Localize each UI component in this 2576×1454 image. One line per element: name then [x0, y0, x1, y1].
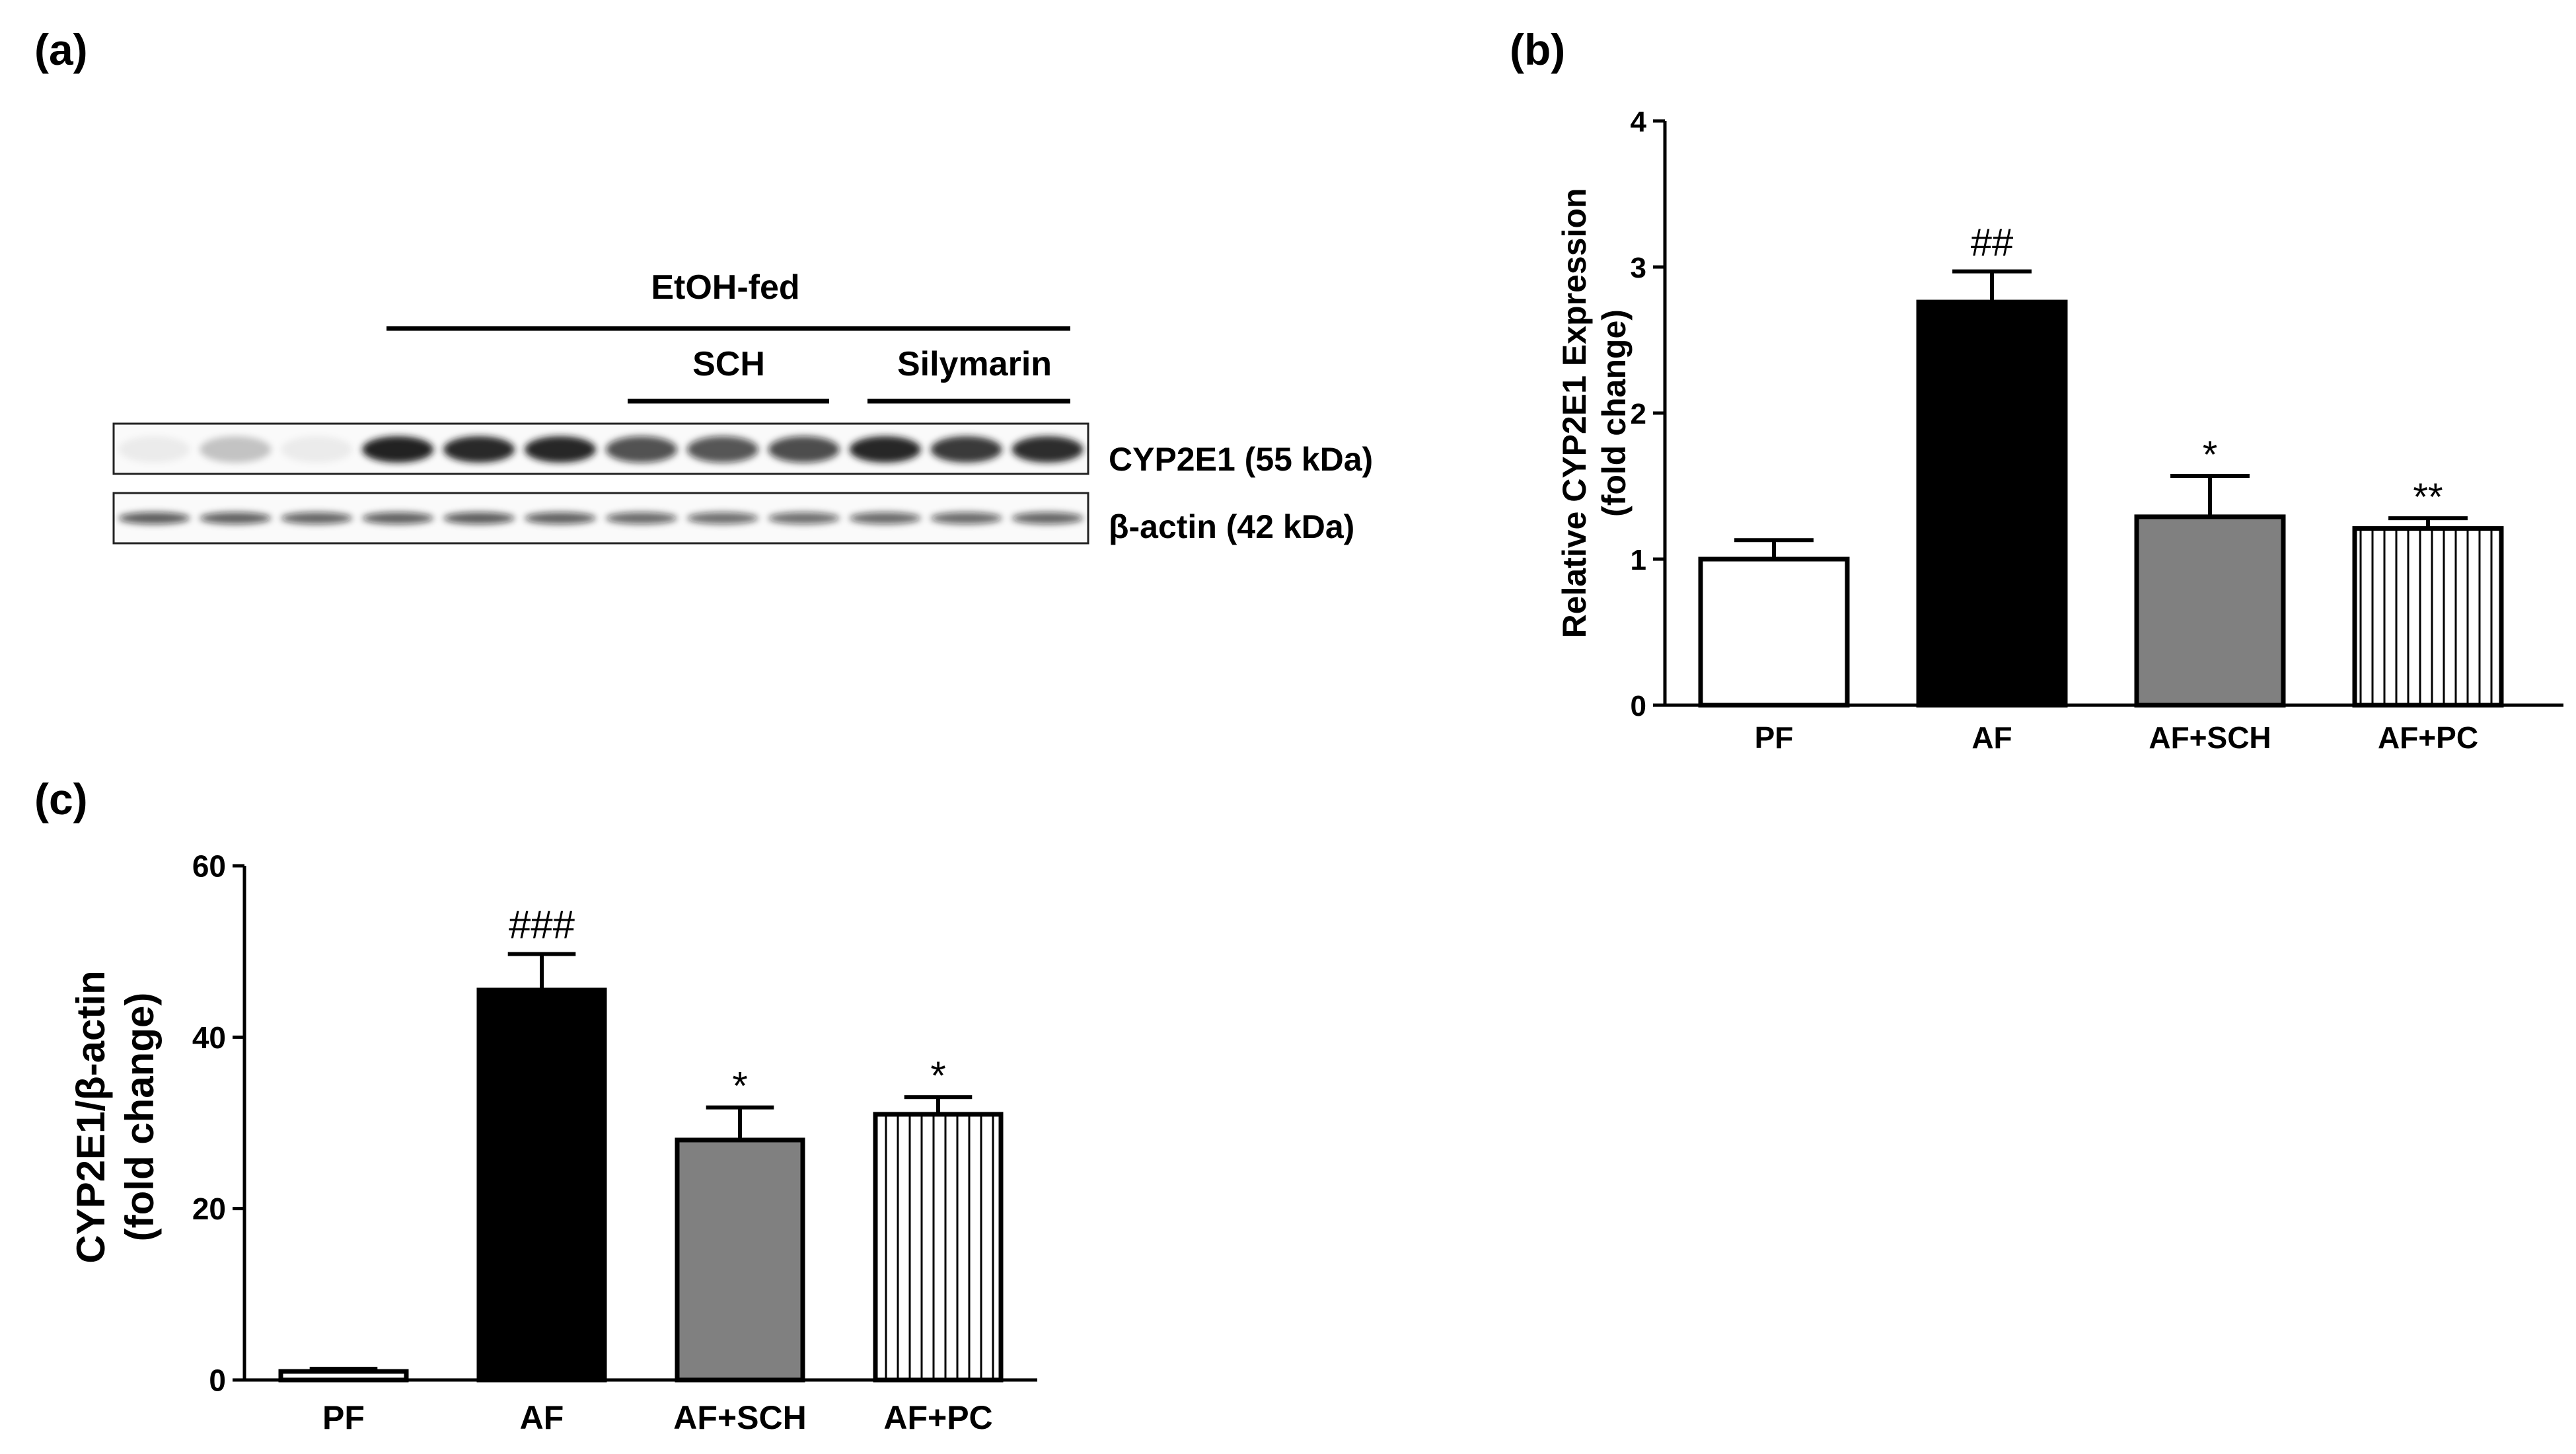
y-tick-label: 60: [192, 849, 226, 884]
significance-label: *: [930, 1053, 945, 1098]
bar: [2352, 526, 2504, 708]
bar: [476, 987, 607, 1383]
bar: [1698, 556, 1850, 708]
x-tick-label: AF+SCH: [673, 1399, 806, 1436]
blot-band: [1012, 512, 1084, 524]
y-tick-label: 20: [192, 1192, 226, 1226]
x-tick-label: PF: [1755, 720, 1794, 755]
chart-b-ylabel: Relative CYP2E1 Expression (fold change): [1556, 188, 1633, 638]
blot-band: [525, 436, 597, 463]
blot-band: [525, 512, 597, 524]
y-tick-label: 2: [1631, 398, 1646, 430]
bar: [675, 1137, 805, 1383]
blot-band-label: β-actin (42 kDa): [1109, 508, 1354, 545]
significance-label: *: [2203, 434, 2218, 477]
y-tick-label: 0: [1631, 690, 1646, 722]
panel-b-label: (b): [1510, 25, 1565, 74]
bar: [873, 1112, 1004, 1383]
x-tick-label: PF: [322, 1399, 365, 1436]
chart-c: 0 20 40 60 PF ### AF * AF+SCH * AF+PC: [192, 849, 1037, 1436]
blot-band: [930, 436, 1002, 463]
x-tick-label: AF+PC: [883, 1399, 992, 1436]
blot-band: [362, 512, 434, 524]
blot-bands-actin: [118, 512, 1084, 524]
chart-c-ylabel-line1: CYP2E1/β-actin: [69, 970, 113, 1263]
x-tick-label: AF: [520, 1399, 564, 1436]
blot-band: [281, 436, 353, 463]
blot-band: [443, 512, 515, 524]
panel-b: (b) Relative CYP2E1 Expression (fold cha…: [1510, 25, 2563, 755]
blot-band: [768, 512, 840, 524]
blot-band: [200, 512, 272, 524]
chart-b-ylabel-line2: (fold change): [1596, 309, 1633, 517]
chart-b: 0 1 2 3 4 PF ## AF * AF+SCH ** AF+PC: [1631, 106, 2563, 755]
panel-c-label: (c): [34, 775, 88, 823]
y-tick-label: 0: [209, 1363, 226, 1398]
chart-b-ylabel-line1: Relative CYP2E1 Expression: [1556, 188, 1593, 638]
blot-band: [605, 436, 677, 463]
blot-band: [849, 512, 921, 524]
panel-a-label: (a): [34, 25, 88, 74]
bar: [278, 1369, 409, 1383]
y-tick-label: 3: [1631, 252, 1646, 284]
significance-label: *: [732, 1064, 747, 1108]
panel-a: (a) EtOH-fed SCH Silymarin CYP2E1 (55 kD…: [34, 25, 1373, 545]
blot-band: [118, 436, 190, 463]
blot-band: [605, 512, 677, 524]
blot-band: [281, 512, 353, 524]
blot-frame-cyp2e1: [112, 422, 1089, 475]
x-tick-label: AF+PC: [2378, 720, 2478, 755]
x-tick-label: AF+SCH: [2149, 720, 2271, 755]
blot-band: [686, 436, 758, 463]
blot-group-label: EtOH-fed: [651, 268, 799, 307]
panel-c: (c) CYP2E1/β-actin (fold change) 0 20 40 60…: [34, 775, 1037, 1436]
x-tick-label: AF: [1971, 720, 2012, 755]
blot-subgroup-label: SCH: [692, 345, 765, 383]
y-tick-label: 40: [192, 1020, 226, 1055]
blot-subgroup-label: Silymarin: [897, 345, 1052, 383]
significance-label: ###: [509, 903, 575, 947]
blot-band-label: CYP2E1 (55 kDa): [1109, 441, 1373, 478]
blot-band: [768, 436, 840, 463]
chart-c-ylabel: CYP2E1/β-actin (fold change): [69, 970, 162, 1263]
blot-band: [362, 436, 434, 463]
chart-c-ylabel-line2: (fold change): [118, 993, 162, 1242]
blot-band: [118, 512, 190, 524]
blot-band: [1012, 436, 1084, 463]
y-tick-label: 4: [1631, 106, 1647, 138]
blot-band: [930, 512, 1002, 524]
bar: [2134, 514, 2286, 708]
y-tick-label: 1: [1631, 544, 1646, 576]
blot-band: [686, 512, 758, 524]
bar: [1916, 299, 2068, 708]
blot-band: [200, 436, 272, 463]
blot-band: [849, 436, 921, 463]
blot-frame-actin: [112, 492, 1089, 545]
significance-label: **: [2413, 476, 2443, 519]
significance-label: ##: [1971, 221, 2014, 264]
blot-band: [443, 436, 515, 463]
blot-bands-cyp2e1: [118, 436, 1084, 463]
